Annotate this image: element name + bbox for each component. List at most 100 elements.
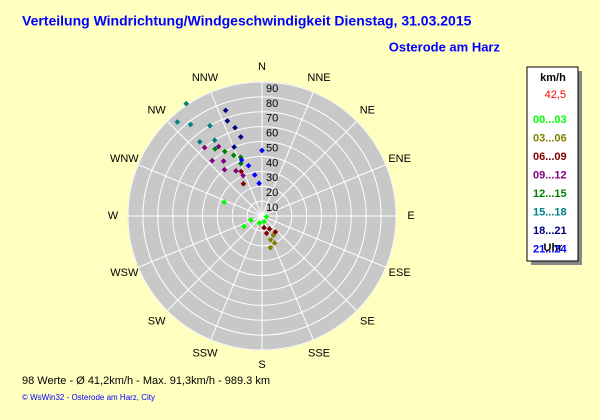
data-point: [230, 152, 237, 159]
data-point: [272, 229, 279, 235]
direction-label: ESE: [389, 267, 411, 279]
ring: [216, 170, 308, 262]
ring: [187, 141, 337, 291]
legend-entry: 09...12: [533, 169, 567, 181]
legend-entry: 00...03: [533, 114, 567, 126]
data-point: [240, 180, 247, 187]
direction-label: W: [108, 210, 119, 222]
r-tick-label: 10: [266, 202, 278, 214]
data-point: [232, 124, 238, 131]
spoke: [210, 92, 263, 217]
data-point: [267, 244, 274, 251]
data-point: [237, 134, 244, 140]
data-point: [212, 146, 218, 152]
data-point: [196, 139, 203, 145]
data-point: [240, 172, 246, 179]
data-point: [222, 107, 229, 114]
direction-label: NW: [147, 105, 166, 117]
ring: [231, 185, 293, 247]
spoke: [261, 164, 386, 217]
ring: [157, 111, 367, 321]
data-point: [215, 143, 222, 150]
data-point: [261, 218, 267, 225]
spoke: [166, 120, 263, 217]
data-point: [233, 168, 239, 174]
footer: 98 Werte - Ø 41,2km/h - Max. 91,3km/h - …: [22, 375, 270, 387]
ring: [246, 200, 278, 232]
spoke: [210, 215, 263, 340]
legend-entry: 21...24: [533, 243, 568, 255]
r-tick-label: 90: [266, 83, 278, 95]
spoke: [261, 215, 386, 268]
data-point: [247, 217, 254, 223]
direction-label: ENE: [388, 153, 411, 165]
data-point: [259, 147, 265, 154]
data-point: [256, 180, 262, 187]
r-tick-label: 50: [266, 142, 278, 154]
data-point: [201, 144, 208, 151]
data-point: [238, 168, 245, 175]
legend-footer: Uhr: [544, 242, 564, 254]
direction-label: WSW: [110, 267, 139, 279]
direction-label: SE: [360, 315, 375, 327]
spoke: [261, 120, 358, 217]
direction-label: N: [258, 61, 266, 73]
spoke: [261, 92, 314, 217]
chart-title: Verteilung Windrichtung/Windgeschwindigk…: [22, 13, 472, 29]
data-point: [261, 224, 267, 231]
data-point: [224, 118, 231, 124]
legend-entry: 06...09: [533, 151, 567, 163]
spoke: [138, 164, 263, 217]
data-point: [263, 230, 270, 237]
data-point: [209, 157, 216, 164]
r-tick-label: 70: [266, 113, 278, 125]
data-point: [241, 223, 247, 230]
data-point: [266, 226, 273, 232]
data-point: [251, 172, 258, 178]
ring: [201, 155, 323, 277]
legend-entry: 03...06: [533, 132, 567, 144]
data-point: [245, 162, 252, 169]
spoke: [138, 215, 263, 268]
legend-box: [526, 66, 579, 262]
data-point: [238, 157, 245, 163]
data-point: [174, 119, 181, 125]
direction-label: SW: [148, 315, 166, 327]
ring: [142, 96, 382, 336]
data-point: [221, 148, 228, 155]
direction-label: E: [407, 210, 414, 222]
data-point: [267, 236, 274, 243]
ring: [127, 81, 397, 351]
direction-label: SSE: [308, 348, 330, 360]
data-point: [256, 220, 263, 226]
data-point: [187, 121, 194, 128]
credit: © WsWin32 - Osterode am Harz, City: [22, 393, 155, 402]
r-tick-label: 40: [266, 157, 278, 169]
legend-unit: km/h: [540, 72, 566, 84]
r-tick-label: 80: [266, 98, 278, 110]
subtitle: Osterode am Harz: [389, 39, 501, 54]
r-tick-label: 60: [266, 128, 278, 140]
legend-current: 42,5: [545, 89, 566, 101]
r-tick-label: 30: [266, 172, 278, 184]
direction-label: NE: [360, 105, 375, 117]
direction-label: S: [258, 359, 265, 371]
direction-label: SSW: [192, 348, 218, 360]
direction-label: NNW: [192, 72, 219, 84]
data-point: [207, 122, 213, 129]
r-tick-label: 20: [266, 187, 278, 199]
direction-label: NNE: [307, 72, 330, 84]
legend-entry: 15...18: [533, 206, 567, 218]
spoke: [261, 215, 314, 340]
data-point: [231, 144, 237, 150]
data-point: [263, 213, 270, 220]
data-point: [211, 137, 218, 144]
spoke: [166, 215, 263, 312]
data-point: [271, 240, 278, 246]
data-point: [221, 166, 228, 173]
data-point: [220, 158, 227, 164]
legend-entry: 18...21: [533, 225, 567, 237]
data-point: [183, 100, 190, 107]
